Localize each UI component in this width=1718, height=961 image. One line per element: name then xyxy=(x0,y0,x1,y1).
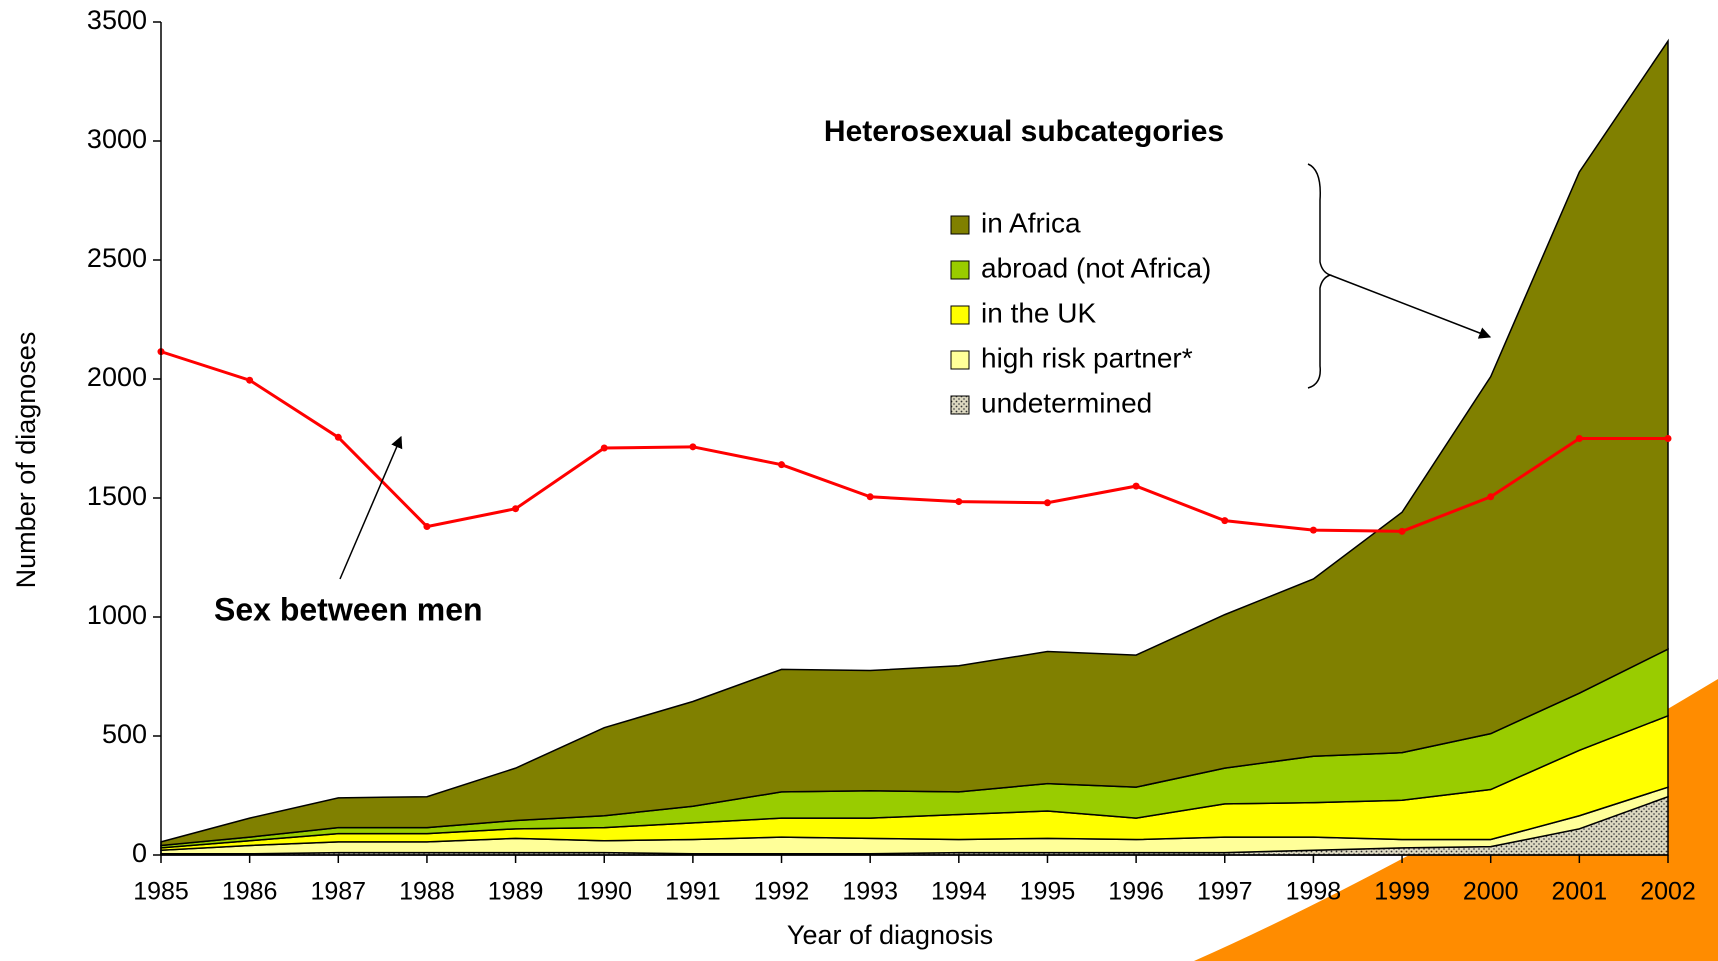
legend-title: Heterosexual subcategories xyxy=(824,115,1224,148)
y-axis-title: Number of diagnoses xyxy=(11,332,41,589)
y-tick-label: 2500 xyxy=(87,243,147,273)
legend-label: abroad (not Africa) xyxy=(981,252,1211,283)
x-tick-label: 1992 xyxy=(754,878,810,906)
x-tick-label: 1991 xyxy=(665,878,721,906)
x-tick-label: 1997 xyxy=(1197,878,1253,906)
y-tick-label: 1000 xyxy=(87,600,147,630)
legend-swatch xyxy=(950,305,970,325)
line-marker xyxy=(1487,493,1495,501)
arrow xyxy=(1329,274,1492,339)
x-tick-label: 2001 xyxy=(1552,878,1608,906)
x-tick-label: 1985 xyxy=(133,878,189,906)
x-tick-label: 1996 xyxy=(1108,878,1164,906)
legend-swatch xyxy=(950,395,970,415)
y-tick-label: 500 xyxy=(102,719,147,749)
corner-decoration xyxy=(1194,679,1718,961)
line-marker xyxy=(866,493,874,501)
line-marker xyxy=(955,498,963,506)
x-tick-label: 1987 xyxy=(310,878,366,906)
x-tick-label: 1989 xyxy=(488,878,544,906)
y-tick-label: 3000 xyxy=(87,124,147,154)
line xyxy=(160,350,1668,533)
area xyxy=(160,38,1669,847)
legend-label: in Africa xyxy=(981,207,1081,238)
x-tick-label: 1988 xyxy=(399,878,455,906)
line-marker xyxy=(1398,527,1406,535)
line-marker xyxy=(423,523,431,531)
legend-label: undetermined xyxy=(981,387,1152,418)
line-marker xyxy=(1221,517,1229,525)
line-marker xyxy=(1132,482,1140,490)
line-marker xyxy=(778,461,786,469)
y-tick-label: 0 xyxy=(132,838,147,868)
x-tick-label: 1999 xyxy=(1374,878,1430,906)
x-tick-label: 1994 xyxy=(931,878,987,906)
line-marker xyxy=(246,376,254,384)
legend-label: high risk partner* xyxy=(981,342,1193,373)
x-tick-label: 1998 xyxy=(1286,878,1342,906)
y-tick-label: 2000 xyxy=(87,362,147,392)
brace xyxy=(1307,163,1333,389)
x-tick-label: 2000 xyxy=(1463,878,1519,906)
arrow xyxy=(339,435,403,580)
y-tick-label: 3500 xyxy=(87,5,147,35)
line-marker xyxy=(334,433,342,441)
x-tick-label: 1993 xyxy=(842,878,898,906)
line-marker xyxy=(1664,435,1672,442)
legend-swatch xyxy=(950,260,970,280)
line-marker xyxy=(1309,526,1317,534)
line-label: Sex between men xyxy=(214,591,483,627)
line-marker xyxy=(689,443,697,451)
line-marker xyxy=(600,444,608,452)
legend-label: in the UK xyxy=(981,297,1096,328)
plot: 0 500 1000 1500 2000 2500 3000 3500 1985 1986 1987… xyxy=(87,5,1696,905)
x-tick-label: 2002 xyxy=(1640,878,1696,906)
x-tick-label: 1986 xyxy=(222,878,278,906)
y-tick-label: 1500 xyxy=(87,481,147,511)
line-marker xyxy=(512,505,520,513)
line-marker xyxy=(1043,499,1051,507)
x-tick-label: 1995 xyxy=(1020,878,1076,906)
x-tick-label: 1990 xyxy=(576,878,632,906)
legend-swatch xyxy=(950,350,970,370)
legend-swatch xyxy=(950,215,970,235)
line-marker xyxy=(1575,435,1583,442)
x-axis-title: Year of diagnosis xyxy=(787,920,993,950)
